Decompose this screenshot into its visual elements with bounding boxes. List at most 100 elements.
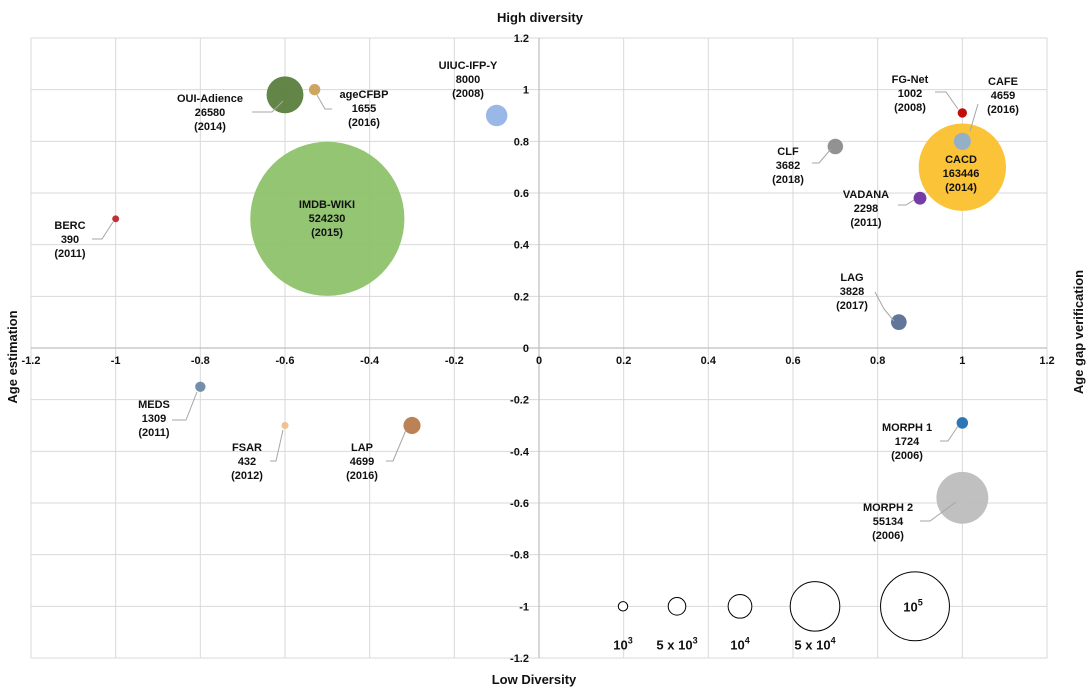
label-line: (2014) [945, 182, 977, 194]
bubble-vadana [913, 191, 927, 205]
bubble-labels: IMDB-WIKI 524230 (2015) OUI-Adience 26580 (20… [54, 60, 1019, 542]
label-fg-net: FG-Net 1002 (2008) [892, 74, 929, 114]
bubble-imdb-wiki [250, 141, 405, 296]
label-line: (2011) [138, 427, 170, 439]
x-tick-label: 0.2 [616, 355, 631, 367]
label-line: (2011) [850, 217, 882, 229]
label-line: 3828 [840, 286, 864, 298]
label-line: LAP [351, 442, 373, 454]
label-line: ageCFBP [340, 89, 389, 101]
label-line: 26580 [195, 107, 226, 119]
y-tick-label: -0.4 [510, 446, 530, 458]
x-tick-label: 0.4 [701, 355, 717, 367]
label-line: (2006) [891, 450, 923, 462]
y-tick-label: 0.8 [514, 136, 529, 148]
x-tick-label: 1 [959, 355, 965, 367]
bubble-fsar [281, 421, 289, 430]
label-line: FG-Net [892, 74, 929, 86]
bubble-morph-1 [956, 417, 969, 429]
leader-line-berc [92, 221, 114, 240]
label-morph-1: MORPH 1 1724 (2006) [882, 422, 932, 462]
label-line: CLF [777, 146, 799, 158]
label-line: 8000 [456, 74, 480, 86]
label-line: (2016) [987, 104, 1019, 116]
label-line: (2016) [346, 470, 378, 482]
label-line: 1724 [895, 436, 920, 448]
leader-line-fg-net [935, 91, 959, 110]
label-line: (2012) [231, 470, 263, 482]
bubble-clf [827, 138, 844, 155]
x-tick-label: -0.4 [360, 355, 380, 367]
label-line: (2015) [311, 227, 343, 239]
bubble-morph-2 [936, 471, 989, 524]
x-tick-label: 0.6 [785, 355, 800, 367]
legend-exponent: 4 [831, 635, 836, 645]
label-cafe: CAFE 4659 (2016) [987, 76, 1019, 116]
label-line: 2298 [854, 203, 878, 215]
label-uiuc-ifp-y: UIUC-IFP-Y 8000 (2008) [439, 60, 498, 100]
label-line: VADANA [843, 189, 889, 201]
label-line: 163446 [943, 168, 980, 180]
x-tick-label: -0.6 [276, 355, 295, 367]
y-tick-label: 1.2 [514, 33, 529, 45]
label-line: OUI-Adience [177, 93, 243, 105]
legend-base: 10 [730, 637, 744, 652]
legend-base: 10 [903, 599, 917, 614]
leader-line-fsar [270, 429, 284, 462]
label-line: CACD [945, 154, 977, 166]
tick-labels: -1.2 -1 -0.8 -0.6 -0.4 -0.2 0 0.2 0.4 0.6 0.8 1 1.2 1… [22, 33, 1055, 665]
leader-line-agecfbp [316, 94, 332, 110]
label-line: (2008) [894, 102, 926, 114]
leader-line-lag [874, 291, 895, 322]
label-line: 4659 [991, 90, 1015, 102]
x-tick-label: -1 [111, 355, 121, 367]
label-line: IMDB-WIKI [299, 199, 355, 211]
label-line: BERC [54, 220, 85, 232]
legend-label: 5 x 103 [656, 635, 697, 652]
label-line: 1002 [898, 88, 922, 100]
legend-label: 104 [730, 635, 749, 652]
bubble-cafe [953, 132, 971, 150]
legend-base: 10 [613, 637, 627, 652]
legend-label: 5 x 104 [794, 635, 835, 652]
leader-line-meds [172, 391, 198, 421]
label-line: (2011) [54, 248, 86, 260]
legend-exponent: 3 [693, 635, 698, 645]
bubble-lap [403, 416, 421, 435]
leader-line-cafe [969, 103, 979, 132]
label-line: 1309 [142, 413, 166, 425]
legend-label: 105 [903, 597, 922, 614]
bubble-lag [890, 314, 907, 331]
label-line: (2016) [348, 117, 380, 129]
y-tick-label: -0.6 [510, 498, 529, 510]
x-tick-label: -1.2 [22, 355, 41, 367]
leader-line-oui-adience [252, 100, 284, 113]
label-meds: MEDS 1309 (2011) [138, 399, 170, 439]
label-line: (2017) [836, 300, 868, 312]
label-line: (2018) [772, 174, 804, 186]
label-oui-adience: OUI-Adience 26580 (2014) [177, 93, 243, 133]
legend-exponent: 3 [628, 635, 633, 645]
bubble-uiuc-ifp-y [485, 104, 508, 127]
label-line: 4699 [350, 456, 374, 468]
label-line: 1655 [352, 103, 376, 115]
axis-title-top: High diversity [497, 10, 584, 25]
leader-line-vadana [898, 199, 915, 206]
label-morph-2: MORPH 2 55134 (2006) [863, 502, 913, 542]
legend-base: 5 x 10 [656, 637, 692, 652]
label-fsar: FSAR 432 (2012) [231, 442, 263, 482]
label-berc: BERC 390 (2011) [54, 220, 86, 260]
label-cacd: CACD 163446 (2014) [943, 154, 980, 194]
label-imdb-wiki: IMDB-WIKI 524230 (2015) [299, 199, 355, 239]
legend-base: 5 x 10 [794, 637, 830, 652]
label-line: 432 [238, 456, 256, 468]
label-line: UIUC-IFP-Y [439, 60, 498, 72]
legend-exponent: 4 [745, 635, 750, 645]
label-clf: CLF 3682 (2018) [772, 146, 804, 186]
y-tick-label: 0.6 [514, 188, 529, 200]
legend-circle [667, 597, 687, 616]
leader-line-clf [812, 148, 832, 164]
legend-circle [617, 601, 629, 612]
